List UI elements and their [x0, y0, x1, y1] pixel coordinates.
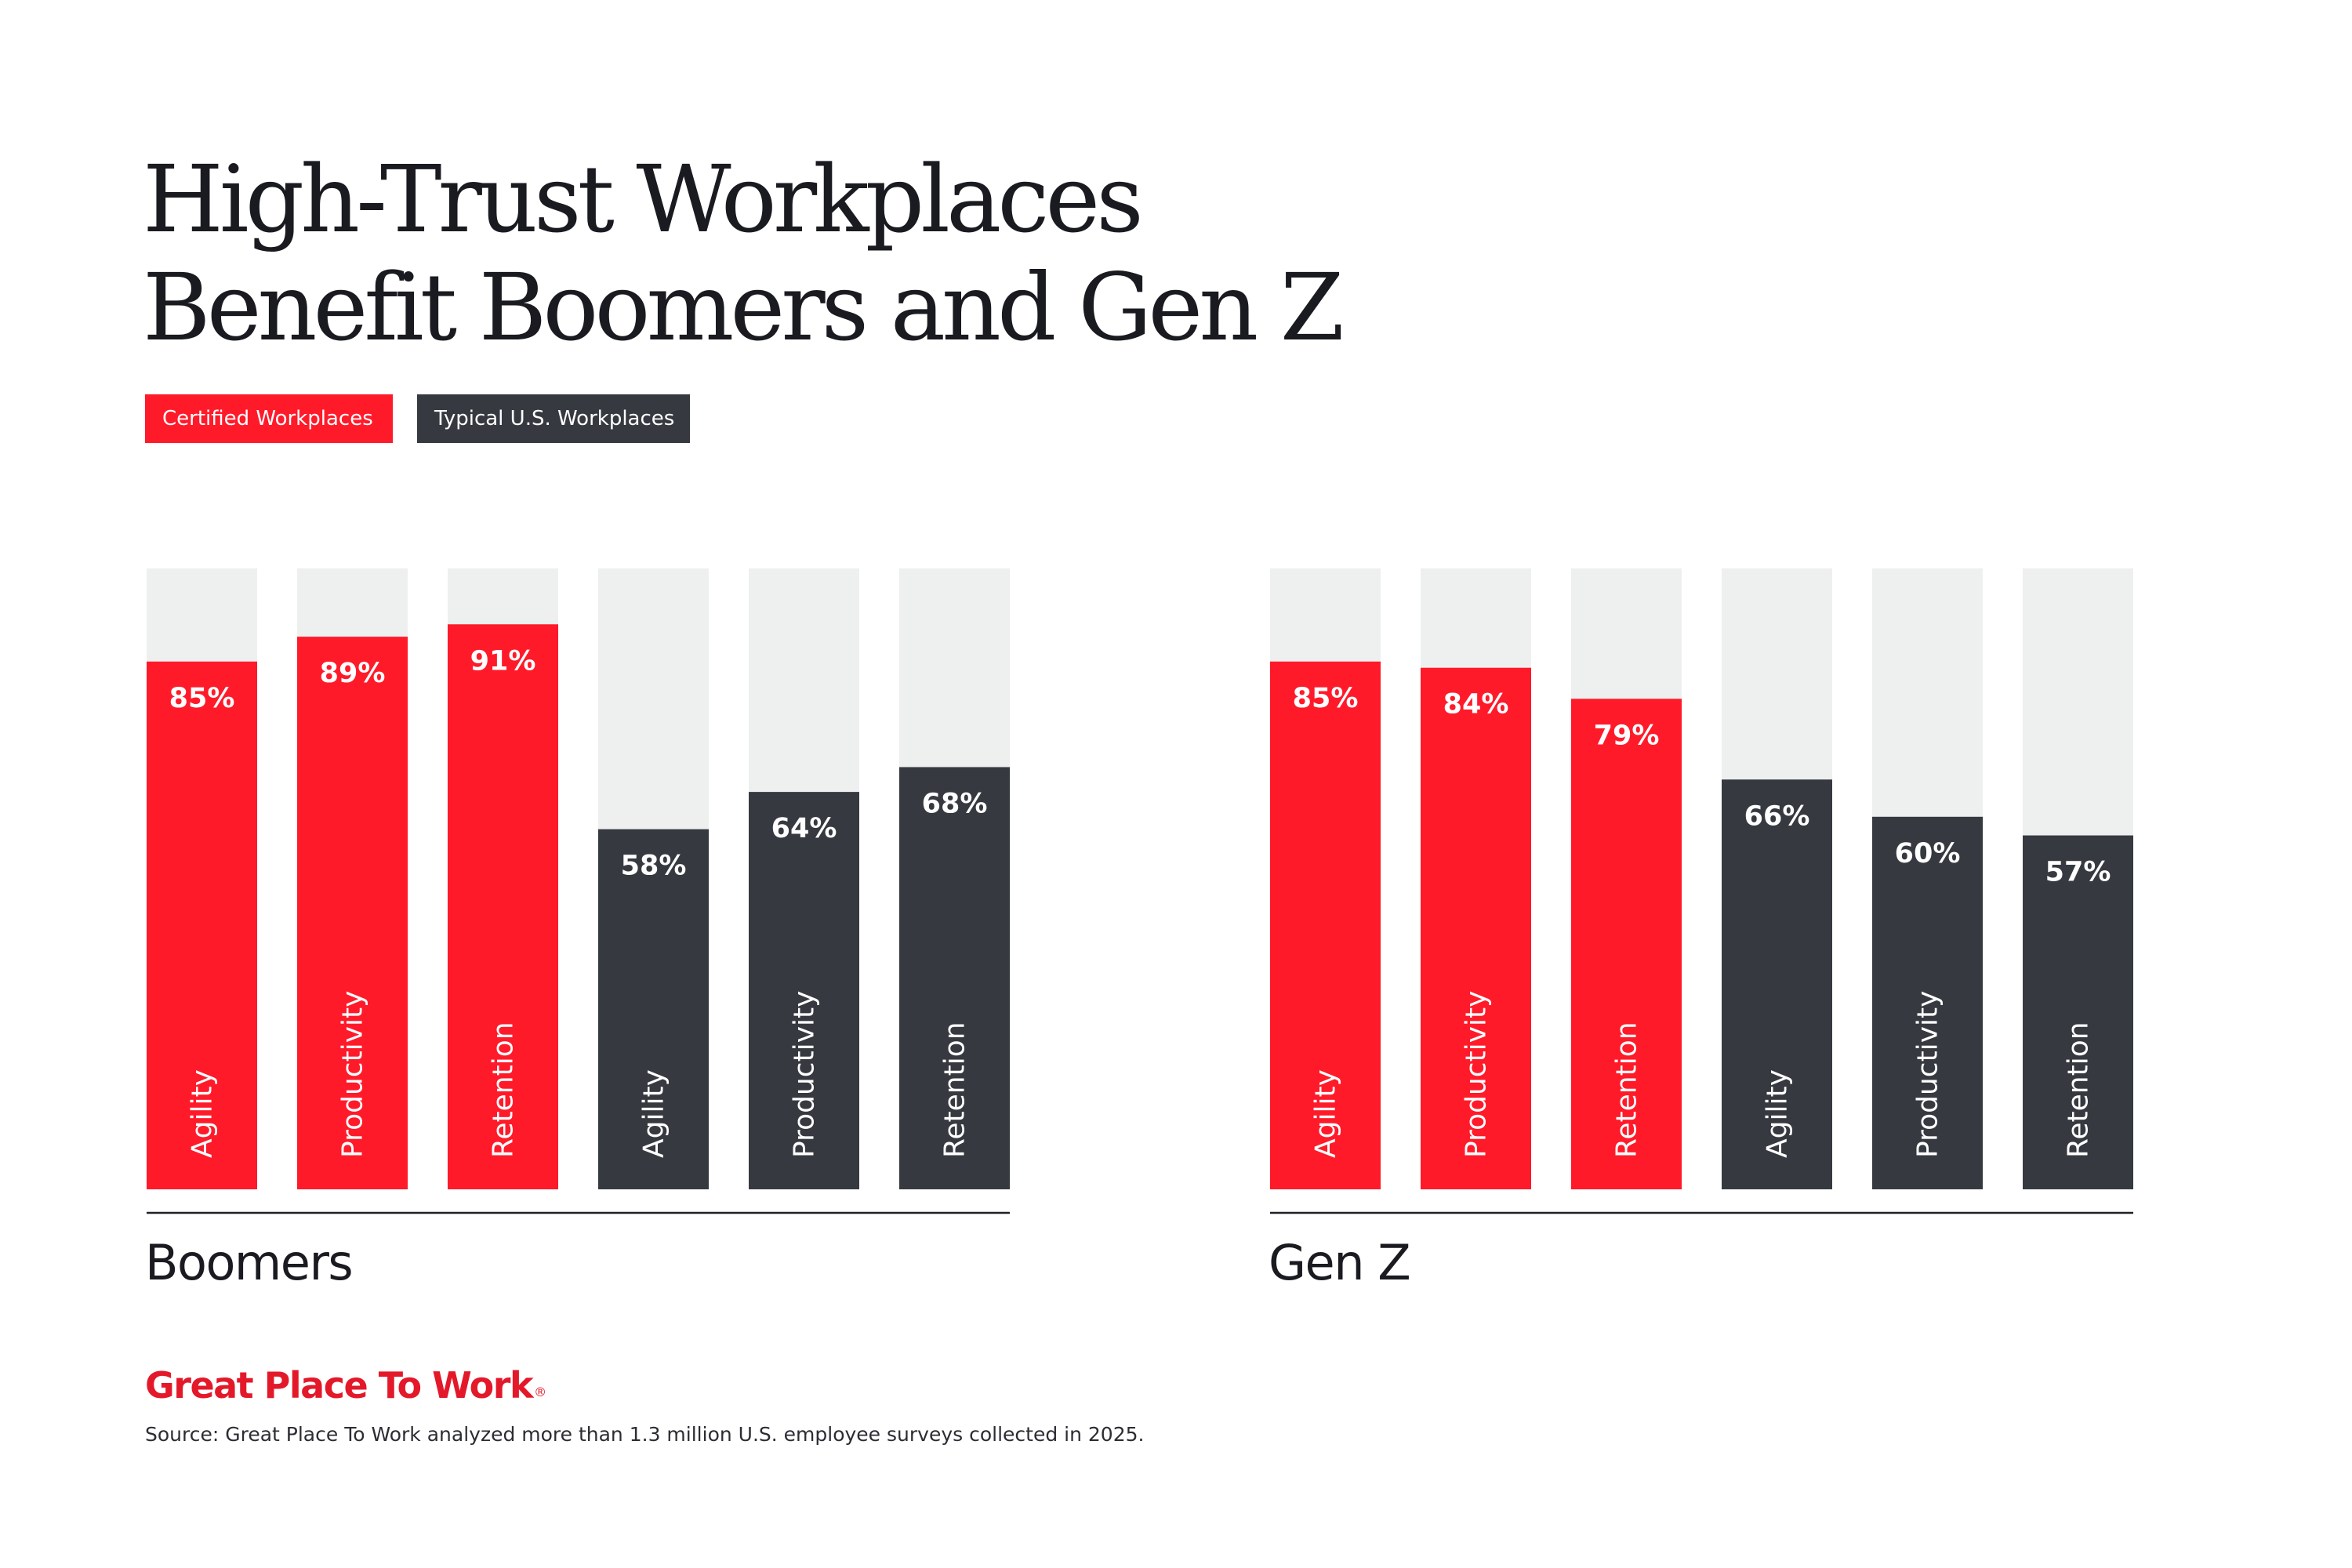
- boomers-typical-agility-value-label: 58%: [621, 851, 687, 882]
- gen-z-certified-agility-category-label: Agility: [1310, 1069, 1342, 1158]
- gen-z-typical-agility-bar: [1722, 779, 1832, 1189]
- gen-z-certified-agility-bar: [1270, 661, 1381, 1189]
- gen-z-typical-retention-category-label: Retention: [2063, 1022, 2095, 1158]
- gen-z-typical-productivity-bar: [1872, 816, 1983, 1189]
- gen-z-certified-retention-value-label: 79%: [1594, 720, 1660, 751]
- boomers-certified-productivity-bar: [297, 637, 408, 1189]
- gen-z-typical-agility-value-label: 66%: [1744, 800, 1810, 832]
- gen-z-typical-retention-bar: [2023, 835, 2133, 1189]
- boomers-certified-productivity-category-label: Productivity: [337, 991, 369, 1158]
- chart-title: High-Trust Workplaces Benefit Boomers an…: [143, 145, 1345, 361]
- boomers-typical-productivity-bar: [749, 792, 859, 1189]
- gen-z-typical-agility-category-label: Agility: [1762, 1069, 1794, 1158]
- gen-z-certified-agility-value-label: 85%: [1293, 683, 1359, 714]
- title-line-2: Benefit Boomers and Gen Z: [143, 253, 1345, 361]
- boomers-certified-retention-value-label: 91%: [470, 645, 536, 677]
- boomers-typical-productivity-value-label: 64%: [771, 813, 837, 844]
- boomers-typical-agility-category-label: Agility: [638, 1069, 670, 1158]
- gen-z-typical-productivity-value-label: 60%: [1895, 838, 1961, 869]
- brand-name: Great Place To Work: [145, 1364, 534, 1406]
- gen-z-group-label: Gen Z: [1269, 1234, 1410, 1291]
- legend-certified: Certified Workplaces: [145, 394, 393, 443]
- boomers-certified-retention-category-label: Retention: [488, 1022, 520, 1158]
- boomers-certified-productivity-value-label: 89%: [320, 658, 386, 689]
- boomers-typical-retention-category-label: Retention: [939, 1022, 971, 1158]
- gen-z-certified-productivity-value-label: 84%: [1443, 689, 1509, 720]
- boomers-typical-retention-bar: [899, 767, 1010, 1189]
- boomers-typical-retention-value-label: 68%: [922, 788, 988, 819]
- gen-z-typical-retention-value-label: 57%: [2045, 857, 2111, 888]
- title-line-1: High-Trust Workplaces: [143, 145, 1144, 253]
- registered-mark: ®: [534, 1385, 547, 1399]
- gen-z-certified-retention-category-label: Retention: [1611, 1022, 1643, 1158]
- boomers-certified-retention-bar: [448, 624, 558, 1189]
- boomers-group-label: Boomers: [145, 1234, 352, 1291]
- boomers-certified-agility-value-label: 85%: [169, 683, 235, 714]
- gen-z-certified-retention-bar: [1571, 699, 1682, 1189]
- boomers-certified-agility-category-label: Agility: [187, 1069, 219, 1158]
- gen-z-certified-productivity-bar: [1421, 667, 1531, 1189]
- boomers-typical-productivity-category-label: Productivity: [789, 991, 821, 1158]
- gen-z-typical-productivity-category-label: Productivity: [1912, 991, 1944, 1158]
- boomers-typical-agility-bar: [598, 829, 709, 1189]
- source-note: Source: Great Place To Work analyzed mor…: [145, 1423, 1145, 1446]
- brand-logo: Great Place To Work ®: [145, 1364, 546, 1406]
- gen-z-certified-productivity-category-label: Productivity: [1461, 991, 1493, 1158]
- boomers-certified-agility-bar: [147, 661, 257, 1189]
- legend-typical: Typical U.S. Workplaces: [417, 394, 690, 443]
